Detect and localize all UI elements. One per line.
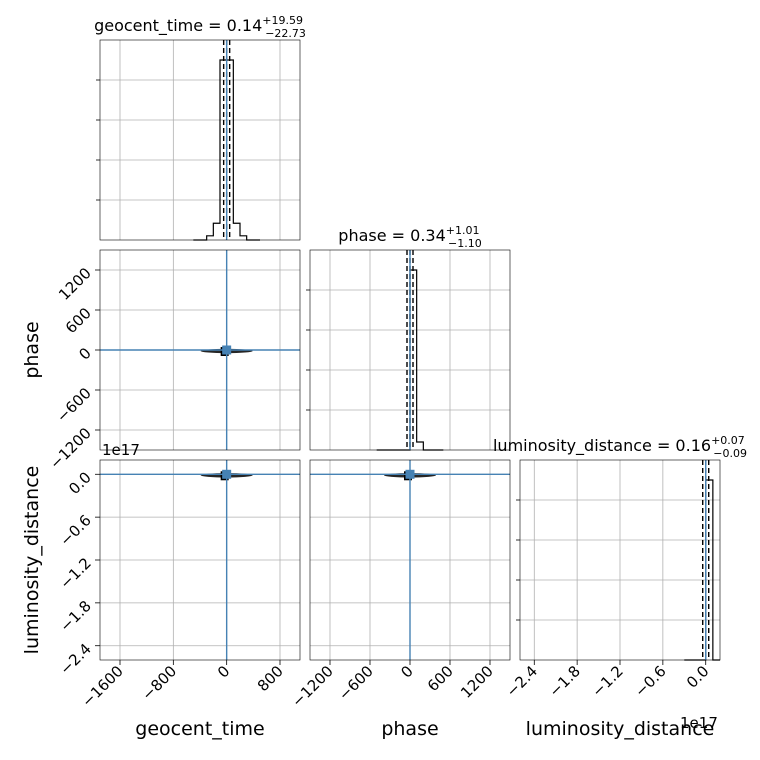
- xtick-label-luminosity_distance: −1.8: [545, 662, 583, 700]
- ytick-label-luminosity_distance: −1.2: [56, 554, 94, 592]
- grid: [520, 460, 720, 660]
- ytick-label-luminosity_distance: 0.0: [65, 468, 95, 498]
- grid: [100, 460, 300, 660]
- xtick-label-phase: −600: [335, 662, 377, 704]
- xtick-label-phase: 600: [424, 662, 457, 695]
- ytick-label-phase: 0: [75, 344, 94, 363]
- title-phase: phase = 0.34+1.01 −1.10: [338, 224, 481, 250]
- ylabel-phase: phase: [21, 321, 43, 378]
- xtick-label-geocent_time: 0: [214, 662, 233, 681]
- x-offset-text: 1e17: [680, 714, 718, 732]
- ytick-label-luminosity_distance: −1.8: [56, 597, 94, 635]
- ytick-label-luminosity_distance: −2.4: [56, 640, 94, 678]
- truth-marker: [222, 345, 232, 355]
- xtick-label-geocent_time: −800: [138, 662, 180, 704]
- grid: [100, 40, 300, 240]
- scatter-panel-geocent_time-luminosity_distance: [99, 459, 301, 661]
- ytick-label-phase: 1200: [55, 264, 95, 304]
- ytick-label-phase: −600: [53, 384, 95, 426]
- ytick-label-luminosity_distance: −0.6: [56, 511, 94, 549]
- truth-marker: [222, 469, 232, 479]
- xlabel-phase: phase: [381, 718, 438, 740]
- xtick-label-phase: −1200: [288, 662, 337, 711]
- title-geocent_time: geocent_time = 0.14+19.59 −22.73: [94, 14, 306, 40]
- axes-frame: [309, 249, 511, 451]
- xtick-label-luminosity_distance: 0.0: [683, 662, 713, 692]
- ytick-label-phase: 600: [62, 304, 95, 337]
- hist-panel-luminosity_distance: luminosity_distance = 0.16+0.07 −0.09: [493, 434, 747, 661]
- title-luminosity_distance: luminosity_distance = 0.16+0.07 −0.09: [493, 434, 747, 460]
- xtick-label-luminosity_distance: −1.2: [588, 662, 626, 700]
- axes-frame: [99, 39, 301, 241]
- xlabel-geocent_time: geocent_time: [135, 718, 264, 740]
- hist-panel-geocent_time: geocent_time = 0.14+19.59 −22.73: [94, 14, 306, 241]
- xtick-label-luminosity_distance: −2.4: [503, 662, 541, 700]
- scatter-panel-phase-luminosity_distance: [309, 459, 511, 661]
- scatter-panel-geocent_time-phase: [99, 249, 301, 451]
- truth-marker: [405, 469, 415, 479]
- xtick-label-geocent_time: 800: [254, 662, 287, 695]
- xtick-label-geocent_time: −1600: [78, 662, 127, 711]
- hist-panel-phase: phase = 0.34+1.01 −1.10: [306, 224, 511, 451]
- xlabel-luminosity_distance: luminosity_distance: [526, 718, 715, 740]
- y-offset-text: 1e17: [102, 441, 140, 459]
- ytick-label-phase: −1200: [46, 424, 95, 473]
- xtick-label-luminosity_distance: −0.6: [631, 662, 669, 700]
- xtick-label-phase: 1200: [457, 662, 497, 702]
- ylabel-luminosity_distance: luminosity_distance: [21, 466, 43, 655]
- xtick-label-phase: 0: [397, 662, 416, 681]
